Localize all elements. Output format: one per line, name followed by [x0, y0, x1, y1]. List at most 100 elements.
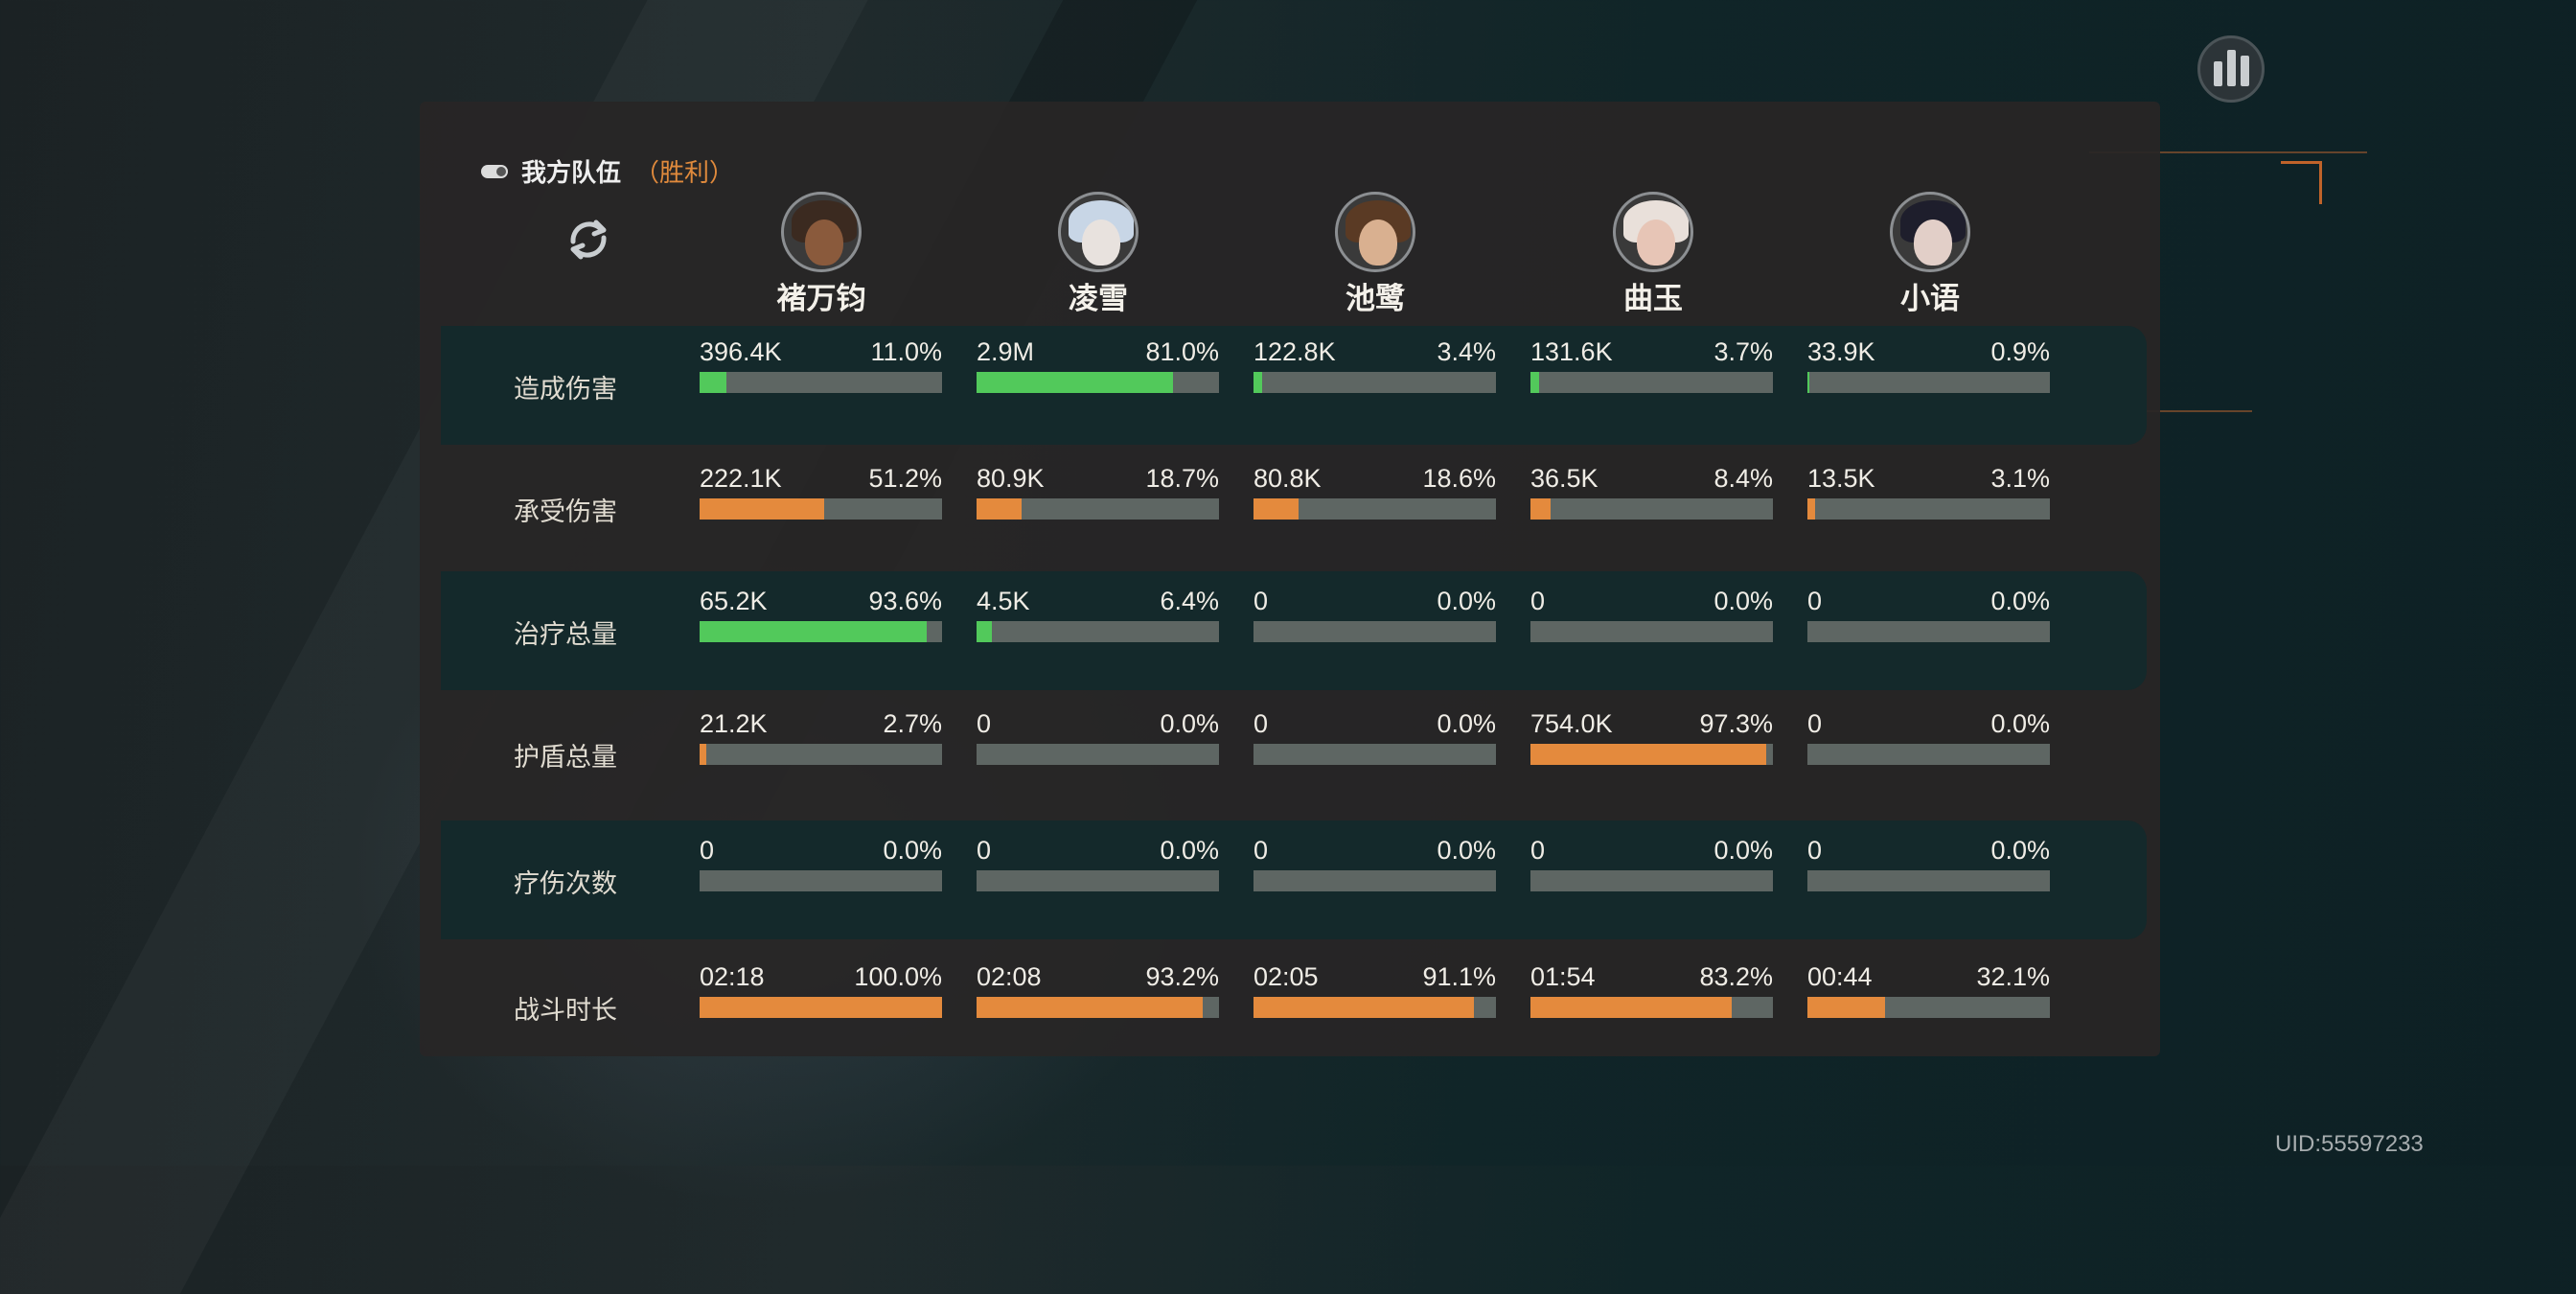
stat-value: 0 — [1530, 836, 1546, 865]
progress-fill — [1530, 744, 1767, 765]
stat-value: 21.2K — [700, 709, 768, 738]
stat-value: 396.4K — [700, 337, 782, 366]
stat-label: 疗伤次数 — [514, 869, 617, 899]
progress-bar — [977, 997, 1219, 1018]
progress-bar — [1807, 870, 2050, 891]
stat-label: 治疗总量 — [514, 620, 617, 650]
avatar-face — [805, 220, 843, 266]
hero-4[interactable]: 曲玉 — [1596, 192, 1711, 317]
hero-name: 曲玉 — [1623, 282, 1683, 316]
stat-label: 护盾总量 — [514, 743, 617, 773]
stat-percent: 0.0% — [1437, 587, 1496, 615]
hero-name: 褚万钧 — [776, 282, 866, 316]
progress-fill — [1530, 997, 1733, 1018]
stat-cell: 80.8K 18.6% — [1254, 464, 1496, 521]
stat-cell: 13.5K 3.1% — [1807, 464, 2050, 521]
stat-value: 13.5K — [1807, 464, 1875, 493]
avatar[interactable] — [1058, 192, 1138, 272]
stat-value: 36.5K — [1530, 464, 1598, 493]
stat-cell: 65.2K 93.6% — [700, 587, 942, 644]
stat-cell: 0 0.0% — [1807, 587, 2050, 644]
stat-percent: 93.6% — [868, 587, 942, 615]
progress-bar — [1530, 744, 1773, 765]
toggle-icon[interactable] — [481, 164, 508, 178]
progress-bar — [1807, 997, 2050, 1018]
avatar[interactable] — [781, 192, 862, 272]
hero-1[interactable]: 褚万钧 — [764, 192, 879, 317]
progress-bar — [977, 372, 1219, 393]
stat-cell: 0 0.0% — [1254, 587, 1496, 644]
stat-cell: 02:08 93.2% — [977, 962, 1219, 1020]
progress-bar — [977, 498, 1219, 520]
stat-cell: 01:54 83.2% — [1530, 962, 1773, 1020]
stat-percent: 100.0% — [854, 962, 942, 991]
progress-bar — [1530, 870, 1773, 891]
progress-bar — [1807, 744, 2050, 765]
progress-bar — [700, 498, 942, 520]
stat-cell: 36.5K 8.4% — [1530, 464, 1773, 521]
stat-cell: 0 0.0% — [977, 709, 1219, 767]
decor-line — [2089, 151, 2367, 153]
avatar[interactable] — [1335, 192, 1415, 272]
stat-percent: 97.3% — [1699, 709, 1773, 738]
stat-percent: 0.0% — [1714, 587, 1773, 615]
progress-fill — [1807, 997, 1886, 1018]
stat-cell: 396.4K 11.0% — [700, 337, 942, 395]
stat-value: 02:18 — [700, 962, 765, 991]
stat-value: 33.9K — [1807, 337, 1875, 366]
stat-value: 754.0K — [1530, 709, 1613, 738]
stat-cell: 0 0.0% — [1530, 587, 1773, 644]
stat-value: 0 — [1254, 836, 1269, 865]
stat-cell: 0 0.0% — [1254, 836, 1496, 893]
stat-percent: 2.7% — [883, 709, 942, 738]
stat-cell: 02:05 91.1% — [1254, 962, 1496, 1020]
progress-fill — [1254, 498, 1300, 520]
hero-name: 池鹭 — [1346, 282, 1405, 316]
refresh-icon[interactable] — [560, 211, 617, 268]
hero-2[interactable]: 凌雪 — [1041, 192, 1156, 317]
stat-cell: 0 0.0% — [700, 836, 942, 893]
bar-chart-icon[interactable] — [2197, 35, 2265, 103]
stat-cell: 33.9K 0.9% — [1807, 337, 2050, 395]
stat-percent: 0.0% — [1714, 836, 1773, 865]
stat-cell: 00:44 32.1% — [1807, 962, 2050, 1020]
stat-percent: 0.0% — [1437, 709, 1496, 738]
uid-label: UID:55597233 — [2275, 1131, 2424, 1157]
stat-percent: 91.1% — [1422, 962, 1496, 991]
stat-percent: 32.1% — [1976, 962, 2050, 991]
hero-5[interactable]: 小语 — [1873, 192, 1988, 317]
stat-value: 0 — [977, 836, 992, 865]
progress-fill — [1807, 372, 1810, 393]
hero-3[interactable]: 池鹭 — [1318, 192, 1433, 317]
avatar-face — [1637, 220, 1675, 266]
stat-value: 131.6K — [1530, 337, 1613, 366]
progress-fill — [1254, 372, 1262, 393]
team-name: 我方队伍 — [521, 159, 622, 188]
stat-cell: 222.1K 51.2% — [700, 464, 942, 521]
team-result: （胜利） — [634, 159, 735, 188]
stat-value: 4.5K — [977, 587, 1030, 615]
stat-cell: 02:18 100.0% — [700, 962, 942, 1020]
progress-fill — [977, 498, 1023, 520]
stat-percent: 3.4% — [1437, 337, 1496, 366]
stat-percent: 81.0% — [1145, 337, 1219, 366]
stat-value: 0 — [1807, 836, 1823, 865]
stat-percent: 0.0% — [1990, 709, 2050, 738]
progress-fill — [700, 997, 942, 1018]
stat-cell: 21.2K 2.7% — [700, 709, 942, 767]
avatar[interactable] — [1613, 192, 1693, 272]
progress-bar — [1530, 621, 1773, 642]
stat-row: 战斗时长 02:18 100.0% 02:08 93.2% 02:05 91.1% 01:54… — [441, 947, 2147, 1066]
stat-value: 0 — [1254, 709, 1269, 738]
stat-value: 80.8K — [1254, 464, 1322, 493]
progress-fill — [700, 498, 824, 520]
progress-bar — [977, 744, 1219, 765]
stat-row: 承受伤害 222.1K 51.2% 80.9K 18.7% 80.8K 18.6% 36.5K… — [441, 449, 2147, 567]
progress-fill — [977, 372, 1173, 393]
stat-cell: 0 0.0% — [977, 836, 1219, 893]
progress-bar — [977, 621, 1219, 642]
progress-fill — [1807, 498, 1815, 520]
avatar[interactable] — [1890, 192, 1970, 272]
progress-bar — [1254, 498, 1496, 520]
progress-bar — [700, 744, 942, 765]
